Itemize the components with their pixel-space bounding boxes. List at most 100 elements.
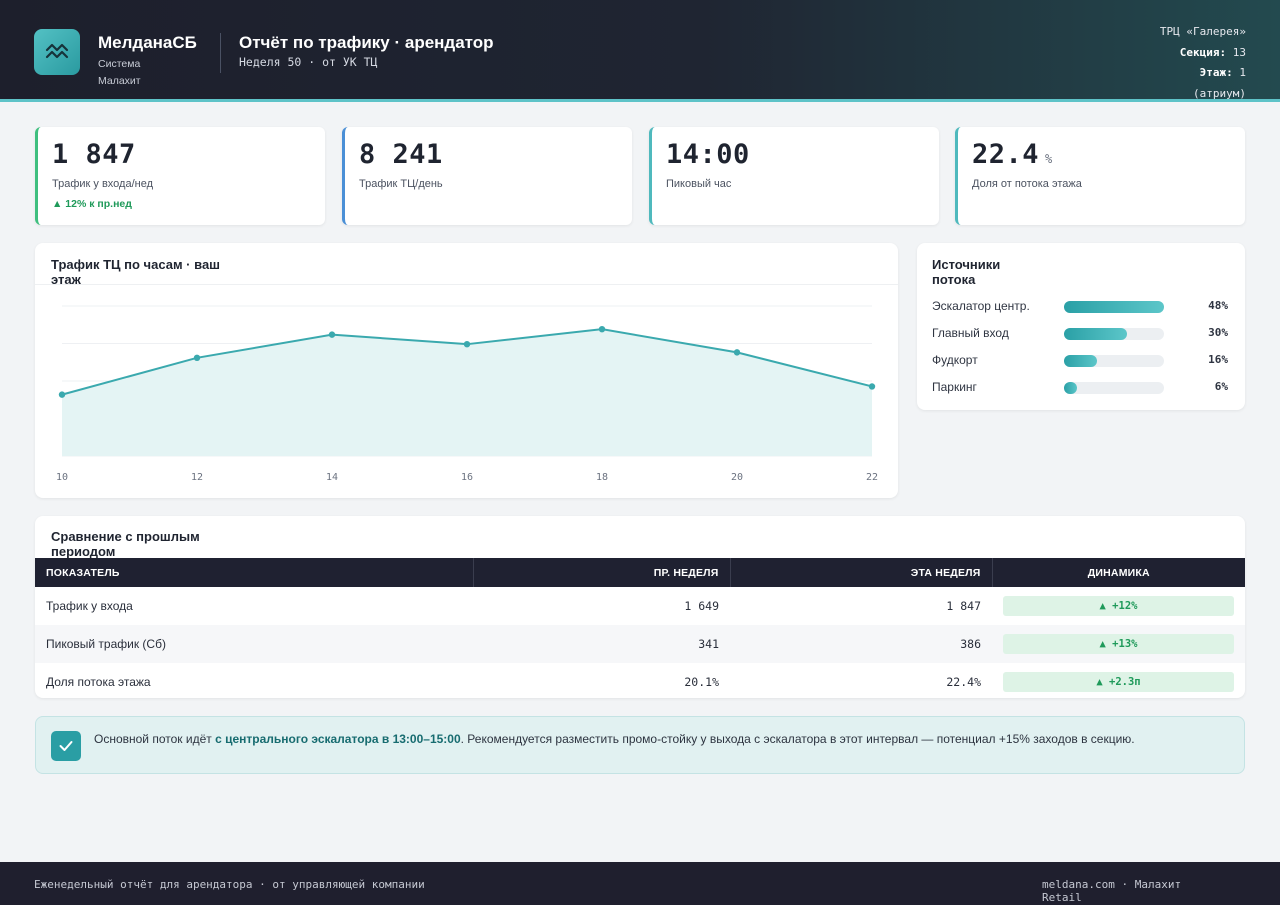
report-subtitle: Неделя 50 · от УК ТЦ xyxy=(239,55,378,69)
x-tick-label: 14 xyxy=(326,472,338,483)
cell-delta: ▲ +2.3п xyxy=(992,663,1245,701)
data-point xyxy=(58,391,66,398)
footer-brand: meldana.com · Малахит Retail xyxy=(1042,878,1182,904)
cell-curr: 386 xyxy=(730,625,992,663)
kpi-unit: % xyxy=(1045,152,1053,166)
delta-badge: ▲ +13% xyxy=(1003,634,1234,654)
source-bar-fill xyxy=(1064,301,1164,313)
table-row: Доля потока этажа 20.1% 22.4% ▲ +2.3п xyxy=(35,663,1245,701)
floor-label: Этаж: xyxy=(1199,66,1233,79)
wave-icon xyxy=(45,43,69,59)
kpi-value-number: 1 847 xyxy=(52,139,136,170)
cell-metric: Пиковый трафик (Сб) xyxy=(35,625,473,663)
table-header-row: ПОКАЗАТЕЛЬ ПР. НЕДЕЛЯ ЭТА НЕДЕЛЯ ДИНАМИК… xyxy=(35,558,1245,587)
panel-divider xyxy=(35,284,898,285)
x-tick-label: 12 xyxy=(191,472,203,483)
cell-delta: ▲ +12% xyxy=(992,587,1245,625)
floor-info: Этаж: 1 xyxy=(1160,63,1246,84)
source-bar-track xyxy=(1064,328,1164,340)
source-row: Главный вход 30% xyxy=(932,325,1228,341)
series-area xyxy=(62,329,872,456)
data-point xyxy=(868,383,876,390)
table-row: Трафик у входа 1 649 1 847 ▲ +12% xyxy=(35,587,1245,625)
delta-badge: ▲ +2.3п xyxy=(1003,672,1234,692)
source-bar-fill xyxy=(1064,328,1127,340)
kpi-label: Доля от потока этажа xyxy=(972,178,1082,190)
floor-value: 1 xyxy=(1239,66,1246,79)
source-bar-track xyxy=(1064,382,1164,394)
source-percent: 16% xyxy=(1208,353,1228,366)
note-text-end: . Рекомендуется разместить промо-стойку … xyxy=(460,732,1135,746)
kpi-card-entrance-traffic: 1 847 Трафик у входа/нед ▲ 12% к пр.нед xyxy=(35,127,325,225)
kpi-value: 14:00 xyxy=(666,139,750,170)
kpi-value: 22.4% xyxy=(972,139,1053,170)
data-point xyxy=(463,340,471,348)
note-text-start: Основной поток идёт xyxy=(94,732,216,746)
x-tick-label: 10 xyxy=(56,472,68,483)
header-divider xyxy=(220,33,221,73)
kpi-delta: ▲ 12% к пр.нед xyxy=(52,198,132,210)
source-row: Эскалатор центр. 48% xyxy=(932,298,1228,314)
source-percent: 30% xyxy=(1208,326,1228,339)
kpi-label: Трафик у входа/нед xyxy=(52,178,154,190)
table-row: Пиковый трафик (Сб) 341 386 ▲ +13% xyxy=(35,625,1245,663)
cell-prev: 341 xyxy=(473,625,730,663)
source-bar-fill xyxy=(1064,355,1098,367)
cell-delta: ▲ +13% xyxy=(992,625,1245,663)
data-point xyxy=(193,354,201,362)
x-tick-label: 20 xyxy=(731,472,743,483)
x-tick-label: 22 xyxy=(866,472,878,483)
cell-prev: 1 649 xyxy=(684,599,719,613)
source-bar-track xyxy=(1064,355,1164,367)
kpi-label: Трафик ТЦ/день xyxy=(359,178,443,190)
cell-curr: 22.4% xyxy=(946,675,981,689)
x-tick-label: 16 xyxy=(461,472,473,483)
cell-curr: 1 847 xyxy=(946,599,981,613)
recommendation-note: Основной поток идёт с центрального эскал… xyxy=(35,716,1245,774)
source-percent: 6% xyxy=(1214,380,1228,393)
x-tick-label: 18 xyxy=(596,472,608,483)
delta-badge: ▲ +12% xyxy=(1003,596,1234,616)
kpi-value: 8 241 xyxy=(359,139,443,170)
cell-prev: 20.1% xyxy=(684,675,719,689)
source-bar-fill xyxy=(1064,382,1077,394)
comparison-title: Сравнение с прошлым периодом xyxy=(51,529,200,559)
source-name: Главный вход xyxy=(932,326,1009,340)
brand-logo xyxy=(34,29,80,75)
source-bar-track xyxy=(1064,301,1164,313)
col-header-metric: ПОКАЗАТЕЛЬ xyxy=(35,558,474,587)
data-point xyxy=(598,325,606,333)
col-header-prev-week: ПР. НЕДЕЛЯ xyxy=(473,558,731,587)
mall-name: ТРЦ «Галерея» xyxy=(1159,25,1246,38)
tenant-info: ТРЦ «Галерея» Секция: 13 Этаж: 1 (атриум… xyxy=(1160,22,1246,104)
report-title: Отчёт по трафику · арендатор xyxy=(239,33,494,52)
chart-title: Трафик ТЦ по часам · ваш этаж xyxy=(51,257,221,287)
data-point xyxy=(328,331,336,338)
col-header-this-week: ЭТА НЕДЕЛЯ xyxy=(730,558,993,587)
brand-name: МелданаСБ xyxy=(98,33,197,52)
source-name: Фудкорт xyxy=(932,353,978,367)
kpi-label: Пиковый час xyxy=(666,178,732,190)
footer-caption: Еженедельный отчёт для арендатора · от у… xyxy=(34,878,425,891)
comparison-table: ПОКАЗАТЕЛЬ ПР. НЕДЕЛЯ ЭТА НЕДЕЛЯ ДИНАМИК… xyxy=(35,558,1245,701)
source-row: Паркинг 6% xyxy=(932,379,1228,395)
report-header: МелданаСБ Система Малахит Отчёт по трафи… xyxy=(0,0,1280,102)
source-name: Паркинг xyxy=(932,380,977,394)
source-row: Фудкорт 16% xyxy=(932,352,1228,368)
kpi-value: 1 847 xyxy=(52,139,136,170)
brand-subtitle: Система Малахит xyxy=(98,58,141,87)
recommendation-text: Основной поток идёт с центрального эскал… xyxy=(94,732,1135,746)
hourly-traffic-chart: 10 12 14 16 18 20 22 xyxy=(56,305,878,483)
section-label: Секция: xyxy=(1179,45,1227,59)
cell-metric: Трафик у входа xyxy=(46,599,133,613)
floor-note: (атриум) xyxy=(1193,86,1246,100)
section-info: Секция: 13 xyxy=(1160,43,1246,64)
section-value: 13 xyxy=(1232,45,1246,59)
col-header-dynamics: ДИНАМИКА xyxy=(992,558,1245,587)
source-name: Эскалатор центр. xyxy=(932,299,1030,313)
traffic-sources-panel: Источники потока Эскалатор центр. 48% Глав… xyxy=(917,243,1245,410)
kpi-card-floor-share: 22.4% Доля от потока этажа xyxy=(955,127,1245,225)
source-percent: 48% xyxy=(1208,299,1228,312)
kpi-card-mall-traffic: 8 241 Трафик ТЦ/день xyxy=(342,127,632,225)
note-highlight: с центрального эскалатора в 13:00–15:00 xyxy=(215,732,461,746)
